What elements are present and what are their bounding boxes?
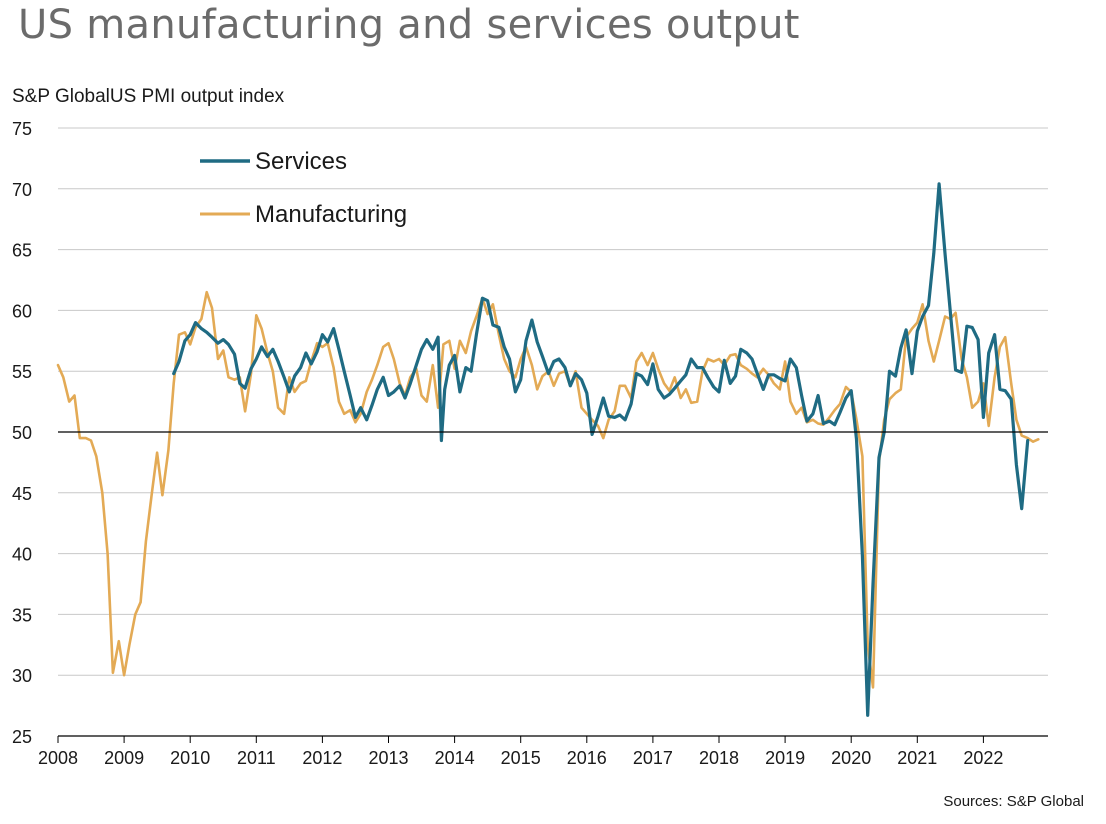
x-tick-label: 2022 xyxy=(963,748,1003,768)
chart-title: US manufacturing and services output xyxy=(18,2,800,48)
manufacturing-line xyxy=(56,290,1040,689)
y-tick-label: 45 xyxy=(12,484,32,504)
y-tick-label: 65 xyxy=(12,241,32,261)
gridlines xyxy=(58,127,1048,676)
x-tick-label: 2011 xyxy=(237,748,276,768)
x-tick-label: 2008 xyxy=(38,748,78,768)
x-tick-label: 2009 xyxy=(104,748,144,768)
y-tick-label: 50 xyxy=(12,423,32,443)
y-tick-label: 75 xyxy=(12,119,32,139)
x-tick-label: 2010 xyxy=(170,748,210,768)
y-axis-title: S&P GlobalUS PMI output index xyxy=(12,86,285,107)
x-tick-label: 2013 xyxy=(368,748,408,768)
x-tick-label: 2019 xyxy=(765,748,805,768)
source-note: Sources: S&P Global xyxy=(943,793,1084,810)
y-tick-label: 25 xyxy=(12,727,32,747)
x-tick-label: 2020 xyxy=(831,748,871,768)
x-tick-label: 2012 xyxy=(302,748,342,768)
y-tick-label: 30 xyxy=(12,666,32,686)
legend-label-services: Services xyxy=(255,148,347,175)
x-tick-label: 2014 xyxy=(435,748,475,768)
services-line xyxy=(172,182,1030,717)
x-tick-label: 2017 xyxy=(633,748,673,768)
legend: Services Manufacturing xyxy=(200,148,407,228)
series-lines xyxy=(56,182,1040,717)
axes: 25 30 35 40 45 50 55 60 65 70 75 2008 2009 2010 2011 20… xyxy=(12,119,1048,768)
y-tick-label: 40 xyxy=(12,545,32,565)
y-tick-label: 55 xyxy=(12,362,32,382)
y-tick-label: 35 xyxy=(12,605,32,625)
x-tick-label: 2021 xyxy=(897,748,937,768)
legend-label-manufacturing: Manufacturing xyxy=(255,201,407,228)
y-tick-label: 70 xyxy=(12,180,32,200)
x-tick-label: 2016 xyxy=(567,748,607,768)
x-tick-label: 2015 xyxy=(501,748,541,768)
y-tick-label: 60 xyxy=(12,301,32,321)
x-tick-label: 2018 xyxy=(699,748,739,768)
